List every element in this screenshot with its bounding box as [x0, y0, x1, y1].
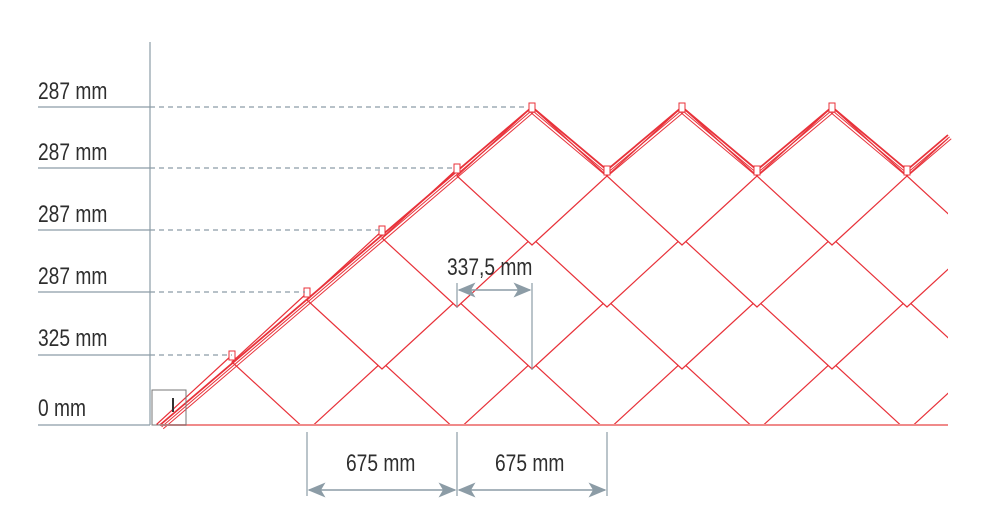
- ridge-line: [162, 110, 536, 430]
- ridge-line: [608, 108, 684, 173]
- ridge-line: [531, 106, 608, 171]
- ridge-line: [759, 110, 836, 175]
- tile-notch: [678, 102, 686, 113]
- height-label: 287 mm: [38, 138, 107, 166]
- ridge-line: [528, 110, 605, 175]
- ridge-line: [678, 110, 755, 175]
- ridge-line: [756, 106, 833, 171]
- tile-notch: [903, 165, 911, 176]
- ridge-line: [681, 106, 758, 171]
- ridge-line: [906, 134, 949, 171]
- dimension-lines: [38, 42, 608, 498]
- diamond-tile: [906, 137, 948, 215]
- ridge-line: [159, 106, 533, 426]
- tile-notch: [453, 163, 461, 174]
- height-label: 287 mm: [38, 200, 107, 228]
- height-label: 0 mm: [38, 394, 86, 422]
- ridge-line: [609, 110, 686, 175]
- ridge-line: [758, 108, 834, 173]
- tile-notch: [753, 165, 761, 176]
- ridge-line: [909, 138, 952, 175]
- offset-label: 337,5 mm: [447, 253, 532, 281]
- width-label: 675 mm: [346, 449, 415, 477]
- height-label: 287 mm: [38, 262, 107, 290]
- ridge-edge: [159, 102, 952, 430]
- height-label: 287 mm: [38, 77, 107, 105]
- height-label: 325 mm: [38, 324, 107, 352]
- ridge-line: [831, 106, 908, 171]
- ridge-line: [830, 108, 906, 173]
- tile-notch: [603, 165, 611, 176]
- eave-bracket: [151, 389, 187, 426]
- ridge-line: [161, 108, 534, 428]
- ridge-line: [606, 106, 683, 171]
- ridge-line: [680, 108, 756, 173]
- tile-notch: [528, 102, 536, 113]
- tile-notch: [828, 102, 836, 113]
- ridge-line: [828, 110, 905, 175]
- height-labels: 287 mm 287 mm 287 mm 287 mm 325 mm 0 mm: [38, 77, 107, 422]
- diamond-tiles: [156, 106, 948, 426]
- ridge-line: [530, 108, 606, 173]
- width-label: 675 mm: [495, 449, 564, 477]
- ridge-line: [908, 136, 950, 173]
